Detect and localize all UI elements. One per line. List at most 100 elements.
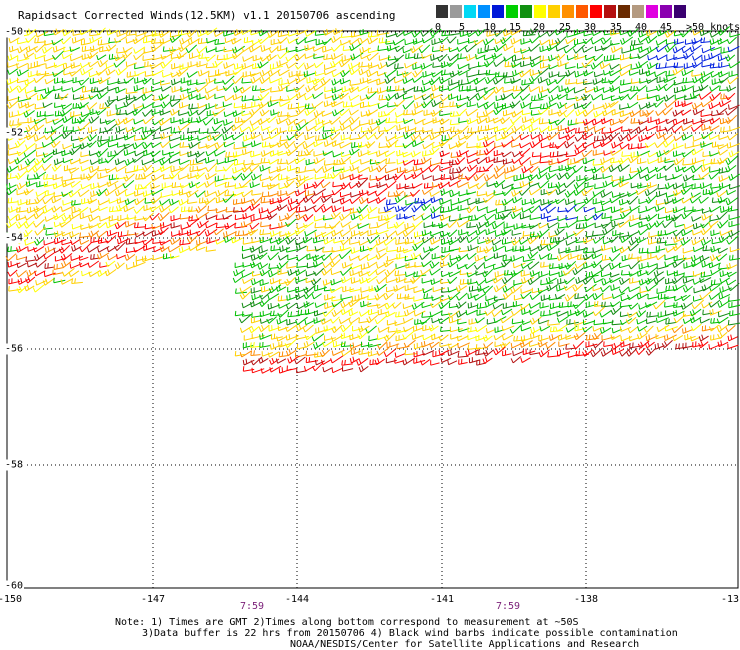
wind-barb xyxy=(404,238,415,245)
wind-barb xyxy=(331,187,344,196)
wind-barb xyxy=(421,53,433,60)
wind-barb xyxy=(393,77,404,84)
wind-barb xyxy=(592,230,604,237)
wind-barb xyxy=(700,165,711,173)
wind-barb xyxy=(564,170,577,180)
wind-barb xyxy=(207,71,221,78)
wind-barb xyxy=(412,63,423,70)
wind-barb xyxy=(330,36,341,44)
wind-barb xyxy=(628,154,641,164)
wind-barb xyxy=(151,69,164,77)
wind-barb xyxy=(187,38,200,46)
wind-barb xyxy=(249,107,261,117)
wind-barb xyxy=(466,101,477,108)
wind-barb xyxy=(602,109,615,117)
wind-barb xyxy=(231,132,244,141)
wind-barb xyxy=(683,224,694,230)
wind-barb xyxy=(338,59,351,68)
wind-barb xyxy=(331,69,345,78)
wind-barb xyxy=(620,270,633,276)
wind-barb xyxy=(610,95,624,102)
wind-barb xyxy=(222,162,234,172)
wind-barb xyxy=(171,63,184,70)
wind-barb xyxy=(234,230,248,237)
wind-barb xyxy=(494,102,506,109)
wind-barb xyxy=(475,92,488,101)
wind-barb xyxy=(654,70,666,78)
wind-barb xyxy=(592,189,605,197)
wind-barb xyxy=(600,37,612,45)
wind-barb xyxy=(161,182,173,189)
wind-barb xyxy=(87,260,100,268)
wind-barb xyxy=(296,262,308,268)
wind-barb xyxy=(563,109,575,118)
wind-barb xyxy=(195,205,207,214)
wind-barb xyxy=(457,63,470,70)
wind-barb xyxy=(567,159,580,166)
wind-barb xyxy=(225,206,239,213)
wind-barb xyxy=(53,28,65,36)
wind-barb xyxy=(546,131,560,141)
wind-barb xyxy=(645,142,656,149)
wind-barb xyxy=(376,262,388,269)
wind-barb xyxy=(295,92,307,100)
wind-barb xyxy=(418,44,431,54)
wind-barb xyxy=(708,102,721,110)
wind-barb xyxy=(529,160,541,166)
wind-barb xyxy=(320,317,332,325)
wind-barb xyxy=(105,63,116,69)
wind-barb xyxy=(646,318,657,325)
wind-barb xyxy=(310,277,322,286)
wind-barb xyxy=(482,91,495,101)
wind-barb xyxy=(610,272,620,278)
wind-barb xyxy=(607,132,619,141)
wind-barb xyxy=(673,62,684,69)
wind-barb xyxy=(41,155,53,164)
wind-barb xyxy=(698,84,709,92)
wind-barb xyxy=(241,189,253,198)
wind-barb xyxy=(188,103,199,110)
wind-barb xyxy=(599,262,611,270)
legend-label: 20 xyxy=(532,22,546,33)
wind-barb xyxy=(554,117,566,126)
wind-barb xyxy=(459,30,472,37)
wind-barb xyxy=(529,103,541,110)
wind-barb xyxy=(592,149,605,156)
legend-swatch xyxy=(492,5,504,18)
wind-barb xyxy=(198,53,210,59)
wind-barb xyxy=(76,114,90,124)
wind-barb xyxy=(716,190,728,198)
wind-barb xyxy=(204,197,216,206)
wind-barb xyxy=(628,302,639,310)
wind-barb xyxy=(144,71,157,77)
wind-barb xyxy=(232,74,245,84)
wind-barb xyxy=(599,62,611,70)
wind-barb xyxy=(394,54,405,62)
wind-barb xyxy=(539,45,551,53)
wind-barb xyxy=(376,78,387,86)
wind-barb xyxy=(332,166,344,172)
wind-barb xyxy=(374,283,387,293)
wind-barb xyxy=(278,79,289,86)
wind-barb xyxy=(493,43,507,53)
wind-barb xyxy=(303,221,314,229)
wind-barb xyxy=(502,292,513,300)
wind-barb xyxy=(727,343,739,350)
wind-barb xyxy=(600,199,612,206)
wind-barb xyxy=(169,34,182,43)
wind-barb xyxy=(116,30,128,38)
wind-barb xyxy=(620,36,634,45)
wind-barb xyxy=(520,261,534,269)
wind-barb xyxy=(242,141,253,148)
wind-barb xyxy=(196,60,207,68)
wind-barb xyxy=(24,158,36,166)
wind-barb xyxy=(16,84,29,93)
wind-barb xyxy=(493,28,507,37)
wind-barb xyxy=(276,165,287,173)
wind-barb xyxy=(414,231,427,238)
wind-barb xyxy=(115,117,128,126)
wind-barb xyxy=(440,61,452,68)
wind-barb xyxy=(437,316,450,324)
wind-barb xyxy=(107,151,119,158)
wind-barb xyxy=(655,245,666,252)
